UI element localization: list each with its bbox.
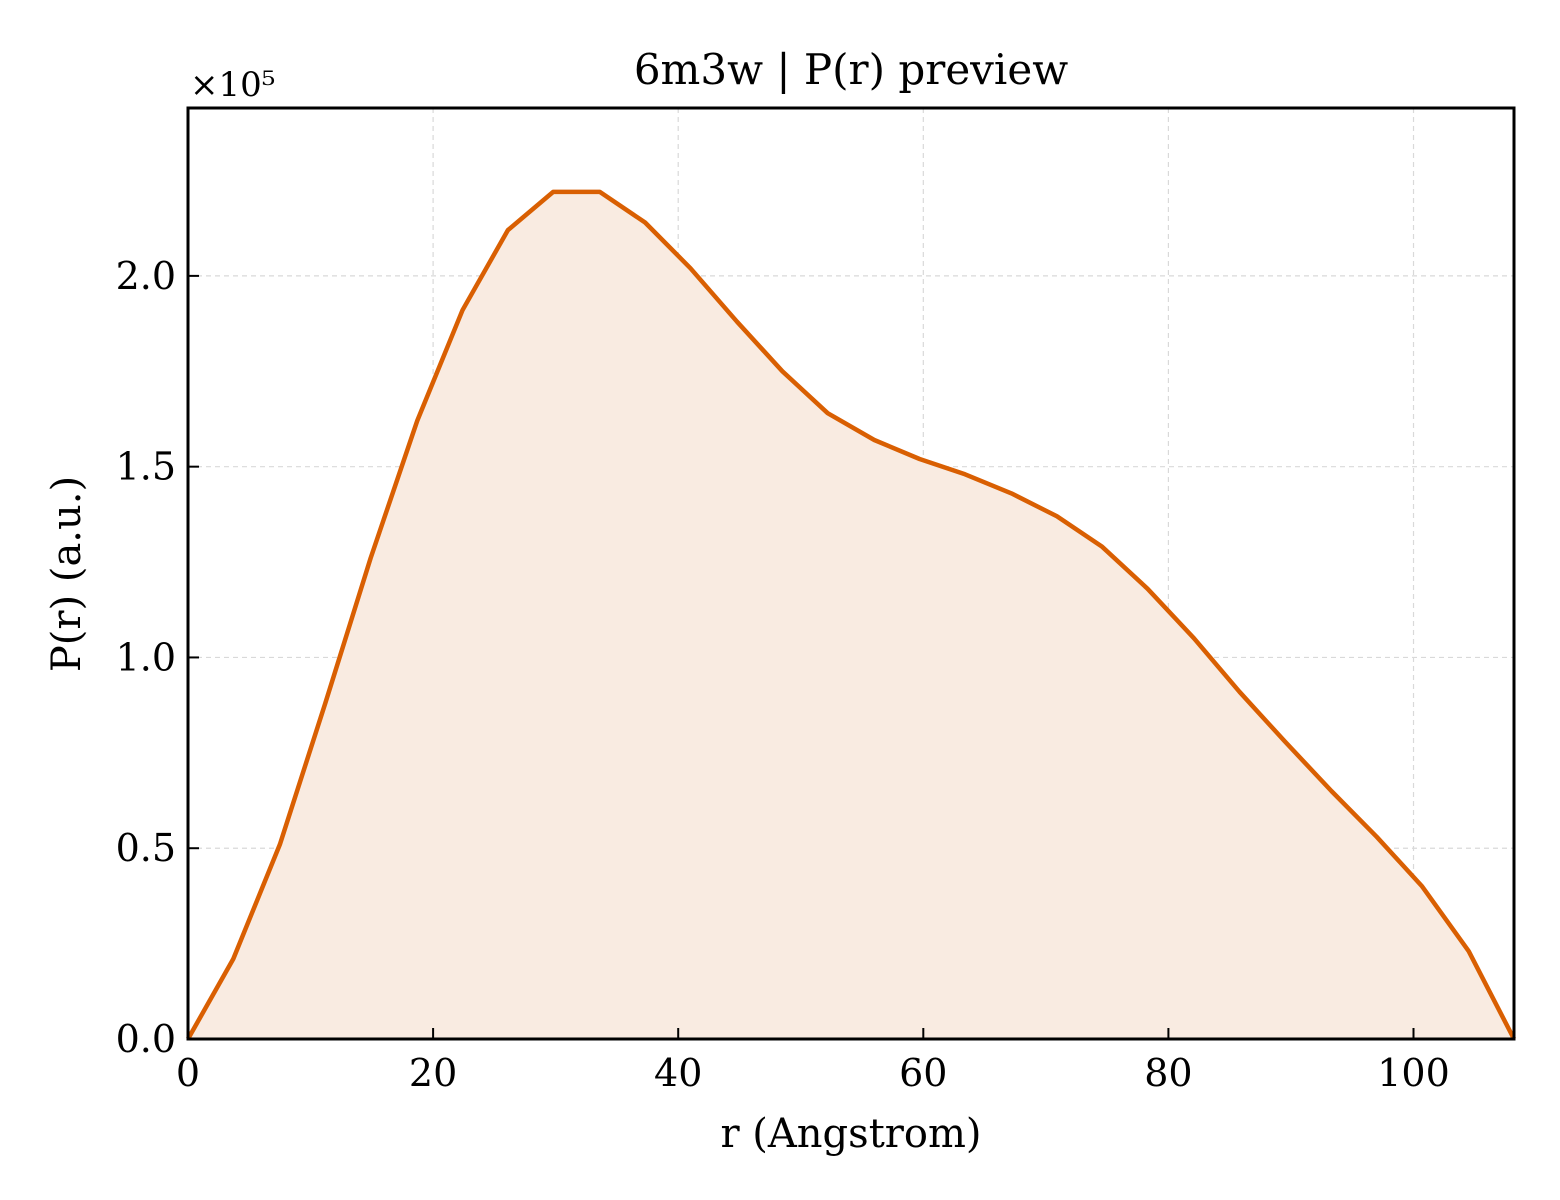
y-offset-label: ×10⁵	[190, 65, 275, 105]
y-tick-label: 0.0	[116, 1017, 176, 1061]
series-area-fill	[188, 191, 1514, 1039]
area-layer	[188, 191, 1514, 1039]
tick-labels: 0 20 40 60 80 100 0.0 0.5 1.0 1.5 2.0	[116, 254, 1450, 1095]
x-tick-label: 40	[654, 1051, 702, 1095]
x-axis-label: r (Angstrom)	[720, 1111, 981, 1157]
x-tick-label: 80	[1144, 1051, 1192, 1095]
chart-title: 6m3w | P(r) preview	[634, 45, 1068, 94]
x-tick-label: 100	[1377, 1051, 1450, 1095]
y-tick-label: 2.0	[116, 254, 176, 298]
ticks	[187, 274, 1415, 1040]
series-line	[186, 189, 1516, 1041]
y-tick-label: 1.0	[116, 635, 176, 679]
line-layer	[186, 189, 1516, 1041]
y-tick-label: 0.5	[116, 826, 176, 870]
x-tick-label: 60	[899, 1051, 947, 1095]
plot-frame	[186, 106, 1516, 1041]
x-tick-label: 20	[409, 1051, 457, 1095]
y-axis-label: P(r) (a.u.)	[44, 476, 90, 672]
y-tick-label: 1.5	[116, 445, 176, 489]
x-tick-label: 0	[176, 1051, 200, 1095]
